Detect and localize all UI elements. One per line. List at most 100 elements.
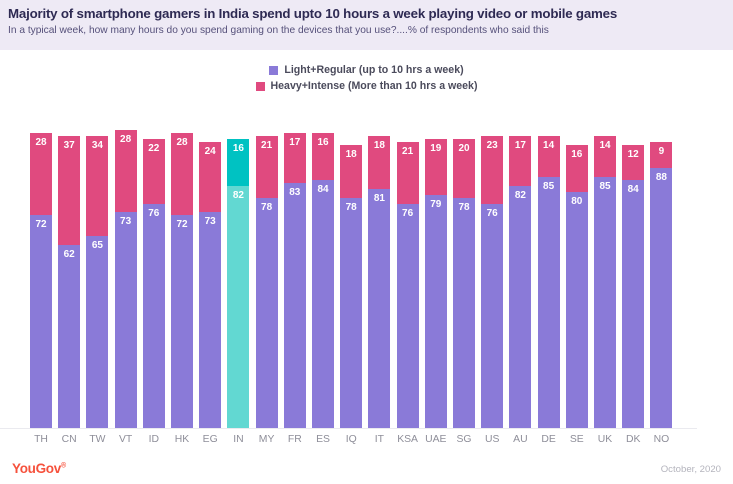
- bar-column[interactable]: 17 83: [283, 132, 306, 428]
- bar-column[interactable]: 23 76: [481, 135, 504, 428]
- bar-column[interactable]: 21 76: [396, 141, 419, 428]
- bar-column[interactable]: 12 84: [622, 144, 645, 428]
- bar-segment-heavy-intense[interactable]: 14: [594, 135, 616, 178]
- bar-segment-light-regular[interactable]: 88: [650, 168, 673, 428]
- x-axis-tick-label: US: [484, 434, 500, 445]
- bar-segment-light-regular[interactable]: 79: [424, 194, 447, 428]
- legend-label-light-regular: Light+Regular (up to 10 hrs a week): [284, 64, 464, 76]
- bar-value-label-light-regular: 78: [261, 201, 273, 213]
- x-axis-tick-label: IT: [374, 434, 384, 445]
- bar-value-label-heavy-intense: 16: [317, 136, 329, 148]
- bar-column[interactable]: 16 80: [565, 144, 588, 428]
- bar-column[interactable]: 37 62: [58, 135, 81, 428]
- bar-column[interactable]: 14 85: [537, 135, 560, 428]
- x-axis-tick-label: IN: [233, 434, 244, 445]
- bar-segment-light-regular[interactable]: 81: [368, 188, 391, 428]
- bar-segment-heavy-intense[interactable]: 16: [227, 138, 250, 186]
- bar-segment-light-regular[interactable]: 83: [283, 182, 306, 428]
- bar-value-label-heavy-intense: 17: [289, 136, 301, 148]
- bar-segment-heavy-intense[interactable]: 12: [622, 144, 645, 180]
- bar-segment-heavy-intense[interactable]: 21: [255, 135, 278, 198]
- bar-value-label-heavy-intense: 20: [458, 142, 470, 154]
- x-axis-tick-label: MY: [258, 434, 275, 445]
- x-axis-tick-label: HK: [174, 434, 190, 445]
- bar-column[interactable]: 34 65: [86, 135, 109, 428]
- bar-segment-light-regular[interactable]: 73: [114, 212, 137, 428]
- bar-segment-heavy-intense[interactable]: 18: [368, 135, 391, 189]
- bar-column[interactable]: 22 76: [142, 138, 165, 428]
- bar-segment-light-regular[interactable]: 72: [30, 215, 52, 428]
- bar-column[interactable]: 21 78: [255, 135, 278, 428]
- legend-item-light-regular: Light+Regular (up to 10 hrs a week): [269, 64, 464, 76]
- bar-segment-light-regular[interactable]: 76: [142, 203, 165, 428]
- bar-column[interactable]: 24 73: [199, 141, 222, 428]
- bar-segment-heavy-intense[interactable]: 22: [142, 138, 165, 204]
- bar-value-label-light-regular: 76: [402, 207, 414, 219]
- bar-segment-light-regular[interactable]: 76: [396, 203, 419, 428]
- bar-column[interactable]: 20 78: [453, 138, 475, 428]
- bar-segment-light-regular[interactable]: 76: [481, 203, 504, 428]
- bar-segment-heavy-intense[interactable]: 17: [509, 135, 532, 186]
- bar-segment-heavy-intense[interactable]: 24: [199, 141, 222, 213]
- bar-segment-light-regular[interactable]: 72: [171, 215, 193, 428]
- bar-value-label-light-regular: 85: [599, 181, 611, 193]
- bar-column[interactable]: 16 84: [312, 132, 334, 428]
- x-axis-tick-label: DK: [625, 434, 641, 445]
- bar-segment-heavy-intense[interactable]: 21: [396, 141, 419, 204]
- bar-column[interactable]: 14 85: [594, 135, 616, 428]
- bar-segment-light-regular[interactable]: 65: [86, 236, 109, 428]
- bar-segment-heavy-intense[interactable]: 28: [114, 129, 137, 213]
- bar-segment-light-regular[interactable]: 78: [255, 197, 278, 428]
- bar-segment-heavy-intense[interactable]: 23: [481, 135, 504, 204]
- bar-column[interactable]: 19 79: [424, 138, 447, 428]
- x-axis-tick-label: VT: [118, 434, 133, 445]
- bar-column[interactable]: 28 73: [114, 129, 137, 428]
- bar-segment-light-regular[interactable]: 80: [565, 191, 588, 428]
- bar-segment-heavy-intense[interactable]: 9: [650, 141, 673, 169]
- bar-column[interactable]: 16 82: [227, 138, 250, 428]
- bar-segment-heavy-intense[interactable]: 34: [86, 135, 109, 237]
- bar-segment-light-regular[interactable]: 78: [340, 197, 363, 428]
- bar-column[interactable]: 18 81: [368, 135, 391, 428]
- bar-segment-heavy-intense[interactable]: 14: [537, 135, 560, 178]
- bar-segment-light-regular[interactable]: 84: [312, 180, 334, 428]
- bar-value-label-light-regular: 84: [317, 184, 329, 195]
- bar-segment-heavy-intense[interactable]: 37: [58, 135, 81, 245]
- bar-value-label-light-regular: 73: [204, 216, 216, 228]
- bar-column[interactable]: 17 82: [509, 135, 532, 428]
- x-axis-tick-label: FR: [287, 434, 302, 445]
- bar-segment-heavy-intense[interactable]: 28: [30, 132, 52, 216]
- bar-segment-heavy-intense[interactable]: 16: [565, 144, 588, 192]
- bar-value-label-heavy-intense: 21: [261, 139, 273, 151]
- bar-column[interactable]: 28 72: [171, 132, 193, 428]
- x-axis-tick-label: TH: [34, 434, 48, 445]
- x-axis-tick-label: UAE: [425, 434, 447, 445]
- bar-segment-heavy-intense[interactable]: 18: [340, 144, 363, 198]
- x-axis-tick-label: NO: [653, 434, 670, 445]
- bar-segment-heavy-intense[interactable]: 19: [424, 138, 447, 195]
- chart-legend: Light+Regular (up to 10 hrs a week) Heav…: [0, 64, 733, 92]
- bar-segment-light-regular[interactable]: 82: [509, 185, 532, 428]
- bar-value-label-light-regular: 82: [514, 189, 526, 201]
- bar-segment-light-regular[interactable]: 78: [453, 197, 475, 428]
- bar-value-label-heavy-intense: 28: [176, 136, 188, 148]
- bar-column[interactable]: 28 72: [30, 132, 52, 428]
- bar-column[interactable]: 9 88: [650, 141, 673, 428]
- bar-segment-light-regular[interactable]: 82: [227, 185, 250, 428]
- bar-segment-light-regular[interactable]: 85: [537, 177, 560, 428]
- bar-segment-heavy-intense[interactable]: 20: [453, 138, 475, 198]
- bar-segment-heavy-intense[interactable]: 28: [171, 132, 193, 216]
- bar-column[interactable]: 18 78: [340, 144, 363, 428]
- bar-value-label-light-regular: 88: [655, 172, 667, 184]
- bar-segment-light-regular[interactable]: 73: [199, 212, 222, 428]
- bar-segment-light-regular[interactable]: 62: [58, 244, 81, 428]
- bar-segment-light-regular[interactable]: 84: [622, 180, 645, 428]
- bar-value-label-heavy-intense: 22: [148, 142, 160, 154]
- legend-swatch-icon-light-regular: [269, 65, 279, 75]
- bar-segment-light-regular[interactable]: 85: [594, 177, 616, 428]
- x-axis-category-labels: TH CN TW VT ID HK EG IN MY FR ES IQ IT KSA UAE SG US AU DE…: [30, 434, 705, 452]
- bar-segment-heavy-intense[interactable]: 17: [283, 132, 306, 183]
- bar-value-label-heavy-intense: 12: [627, 148, 639, 160]
- bar-value-label-heavy-intense: 18: [345, 148, 357, 160]
- bar-segment-heavy-intense[interactable]: 16: [312, 132, 334, 180]
